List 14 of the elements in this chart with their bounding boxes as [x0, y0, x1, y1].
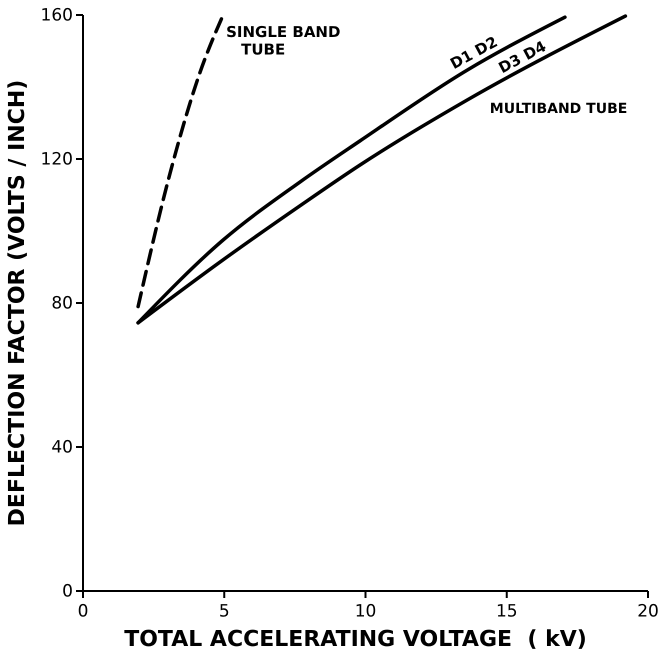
x-tick-label: 5	[218, 601, 230, 622]
x-tick-label: 15	[496, 601, 518, 622]
y-tick-label: 80	[51, 293, 73, 314]
x-tick-label: 20	[637, 601, 659, 622]
series-label: SINGLE BAND TUBE	[226, 23, 340, 58]
y-tick-label: 0	[62, 581, 73, 602]
x-tick-label: 10	[354, 601, 376, 622]
y-axis-title: DEFLECTION FACTOR (VOLTS / INCH)	[5, 80, 30, 526]
x-tick-label: 0	[78, 601, 88, 622]
annotation: MULTIBAND TUBE	[490, 100, 628, 117]
y-tick-label: 160	[40, 5, 73, 26]
y-tick-label: 40	[51, 437, 73, 458]
y-tick-label: 120	[40, 149, 73, 170]
x-axis-title: TOTAL ACCELERATING VOLTAGE ( kV)	[124, 627, 587, 652]
